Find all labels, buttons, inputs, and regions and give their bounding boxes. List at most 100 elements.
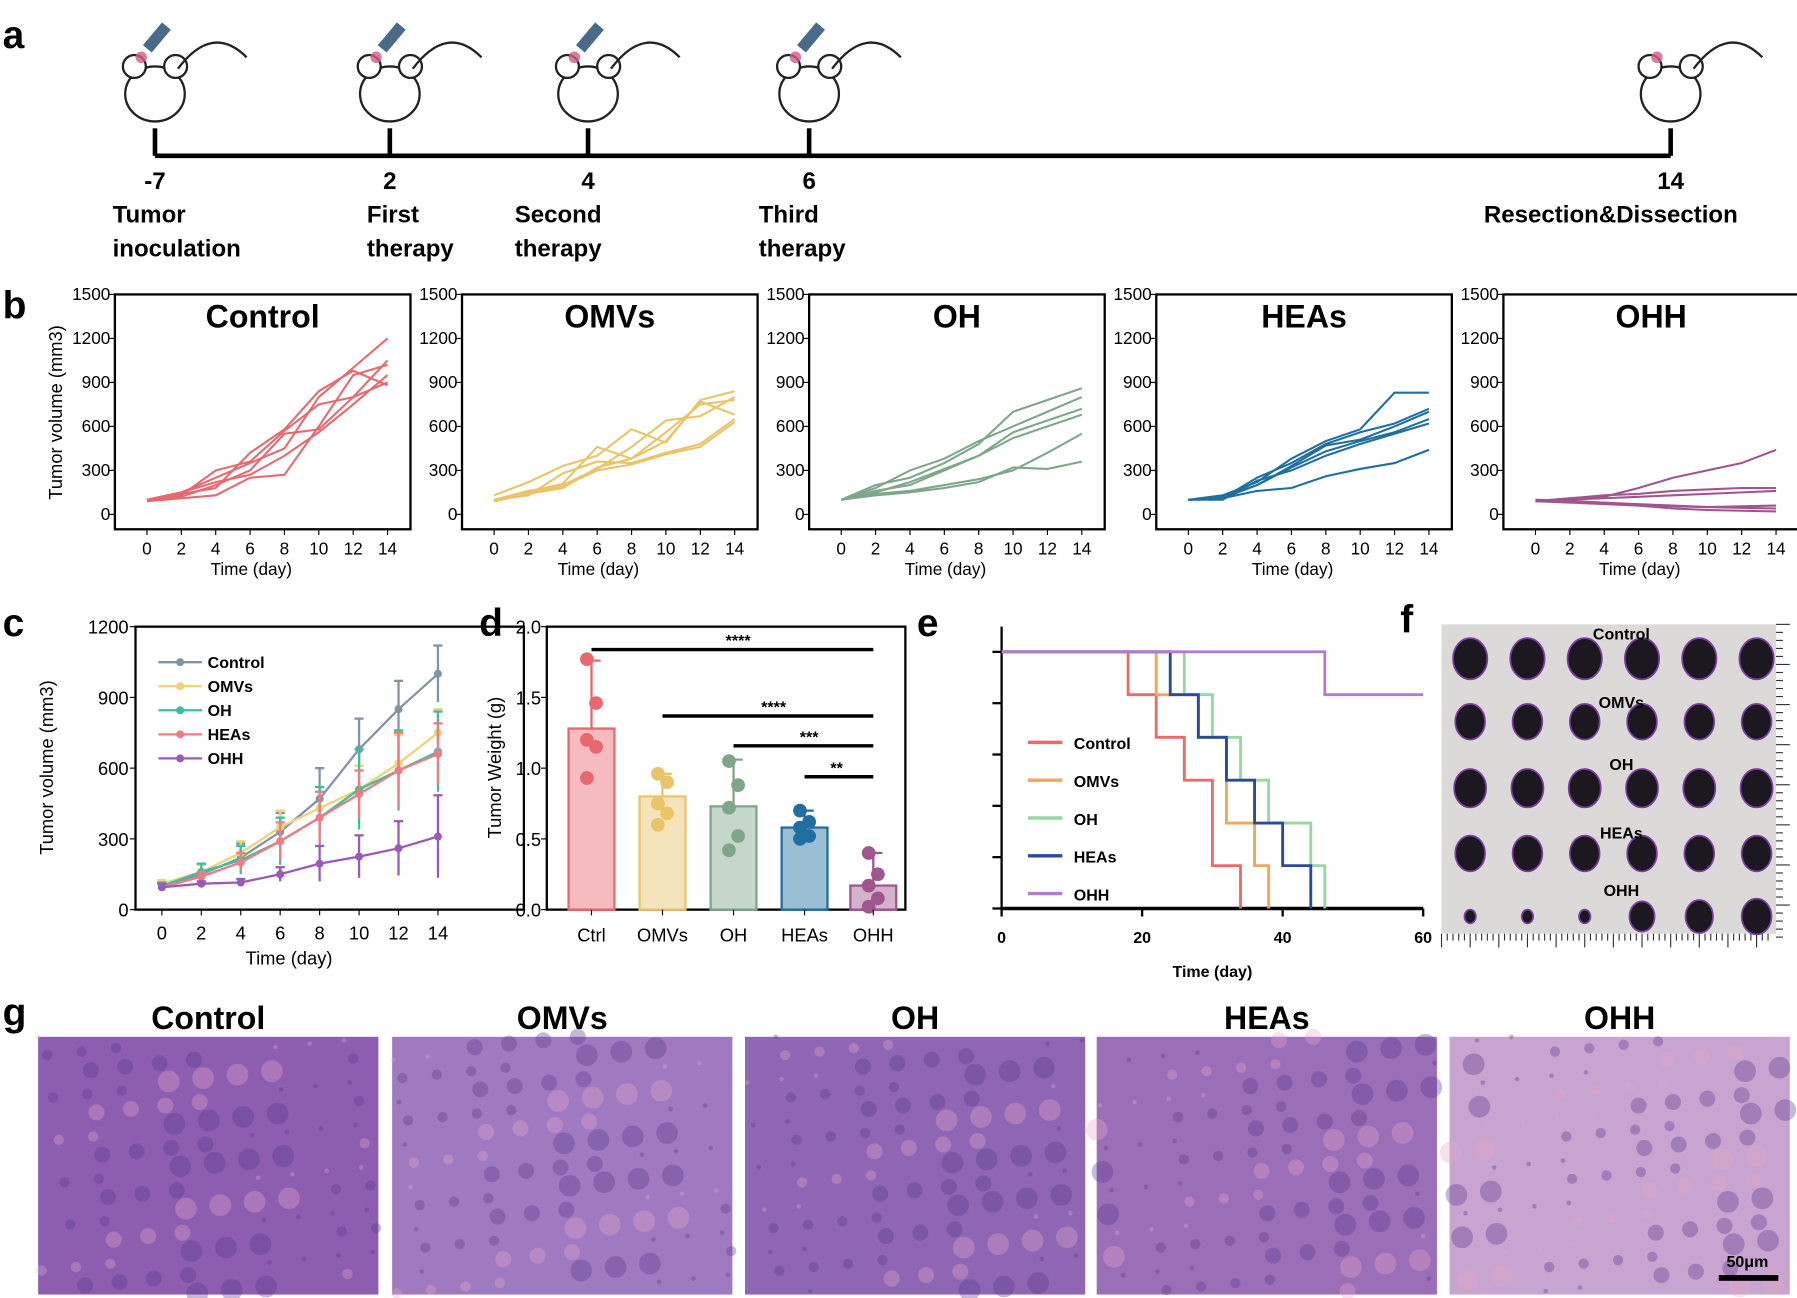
he-stain-image <box>1449 1036 1790 1295</box>
tissue-texture <box>466 1066 477 1077</box>
mouse-icon <box>1637 41 1764 123</box>
tissue-texture <box>116 1085 127 1096</box>
tissue-texture <box>1618 1039 1629 1050</box>
tissue-texture <box>370 1249 375 1255</box>
y-tick-label: 1500 <box>72 284 110 304</box>
tissue-texture <box>1021 1229 1044 1252</box>
tissue-texture <box>53 1134 64 1146</box>
tissue-texture <box>598 1213 621 1236</box>
tissue-texture <box>639 1152 645 1158</box>
y-tick-label: 1.5 <box>516 687 541 708</box>
tissue-texture <box>413 1226 419 1232</box>
plot-frame <box>1155 293 1453 531</box>
x-axis-label: Time (day) <box>558 559 639 579</box>
tissue-texture <box>1351 1110 1368 1127</box>
significance-label: **** <box>761 699 787 717</box>
tissue-texture <box>1480 1080 1486 1085</box>
tumor-specimen <box>1738 637 1775 681</box>
tissue-texture <box>105 1231 122 1248</box>
tissue-texture <box>1474 1037 1480 1043</box>
x-axis-label: Time (day) <box>211 559 292 579</box>
x-tick-label: 0 <box>1531 538 1541 558</box>
tissue-texture <box>667 1206 690 1229</box>
mouse-growth-line <box>1535 500 1777 510</box>
x-tick-label: 14 <box>1072 538 1092 558</box>
x-tick-label: 10 <box>1004 538 1023 558</box>
tissue-texture <box>1670 1163 1681 1174</box>
subplot-title: OMVs <box>564 299 655 335</box>
tissue-texture <box>1247 1147 1258 1158</box>
tissue-texture <box>1322 1129 1345 1151</box>
data-point <box>157 883 166 892</box>
tissue-texture <box>1004 1102 1027 1125</box>
y-tick-label: 1200 <box>72 328 110 348</box>
mouse-growth-line <box>146 359 389 501</box>
tissue-texture <box>1374 1252 1397 1275</box>
x-tick-label: 2 <box>1218 538 1228 558</box>
tissue-texture <box>1468 1095 1491 1118</box>
tissue-texture <box>523 1205 540 1222</box>
tissue-texture <box>1463 1210 1468 1216</box>
mouse-growth-line <box>1535 498 1777 513</box>
tissue-texture <box>408 1184 413 1190</box>
tissue-texture <box>1554 1115 1560 1121</box>
y-tick-label: 1200 <box>1461 328 1499 348</box>
tissue-texture <box>1479 1180 1502 1203</box>
survival-curve-control <box>1001 650 1242 909</box>
tissue-texture <box>318 1126 324 1131</box>
tissue-texture <box>1474 1138 1496 1160</box>
tissue-texture <box>662 1064 668 1069</box>
tissue-texture <box>128 1143 145 1160</box>
tissue-texture <box>964 1063 987 1086</box>
tissue-texture <box>872 1185 889 1202</box>
y-tick-label: 300 <box>98 829 129 850</box>
mean-growth-chart: 0 300 600 900 1200 0 2 4 6 8 10 12 14 Time (day) Tumor… <box>36 617 526 969</box>
tumor-specimen <box>1511 703 1544 741</box>
tissue-texture <box>425 1284 437 1296</box>
tumor-spot <box>789 51 802 64</box>
panel-label-f: f <box>1400 598 1414 641</box>
mouse-icon <box>356 22 483 123</box>
tissue-texture <box>448 1196 460 1207</box>
tissue-texture <box>364 1207 370 1213</box>
tissue-texture <box>1537 1246 1543 1252</box>
tissue-texture <box>837 1216 848 1227</box>
tissue-texture <box>267 1260 272 1265</box>
category-label: OHH <box>853 925 894 946</box>
subplot-title: OH <box>933 299 981 335</box>
tissue-texture <box>860 1100 877 1117</box>
tissue-texture <box>1710 1175 1727 1192</box>
tissue-texture <box>1235 1062 1247 1073</box>
tissue-texture <box>336 1226 347 1237</box>
x-tick-label: 20 <box>1133 929 1151 947</box>
x-tick-label: 4 <box>558 538 568 558</box>
legend-label: Control <box>1074 735 1131 753</box>
tissue-texture <box>1676 1178 1693 1195</box>
tumor-specimen <box>1567 768 1602 809</box>
tissue-texture <box>168 1182 185 1199</box>
tissue-texture <box>773 1034 779 1040</box>
tissue-texture <box>1195 1050 1200 1056</box>
tissue-texture <box>1356 1152 1373 1169</box>
mouse-icon <box>775 22 902 123</box>
histology-image-oh <box>744 1034 1086 1298</box>
tissue-texture <box>998 1060 1021 1083</box>
tissue-texture <box>94 1146 111 1163</box>
tissue-texture <box>1555 1088 1566 1100</box>
tumor-specimen <box>1454 703 1486 741</box>
tissue-texture <box>1653 1267 1670 1284</box>
tumor-photo: Control OMVs OH HEAs OHH <box>1440 623 1790 948</box>
tissue-texture <box>454 1239 465 1250</box>
tissue-texture <box>825 1131 837 1142</box>
tumor-specimen <box>1623 637 1661 681</box>
tissue-texture <box>397 1072 408 1084</box>
x-tick-label: 6 <box>275 922 285 943</box>
tissue-texture <box>255 1275 277 1298</box>
tissue-texture <box>576 1044 598 1067</box>
tissue-texture <box>169 1155 192 1178</box>
tissue-texture <box>1722 1260 1739 1277</box>
tissue-texture <box>1543 1288 1549 1294</box>
tissue-texture <box>558 1174 581 1197</box>
tissue-texture <box>1178 1181 1183 1186</box>
tissue-texture <box>42 1049 53 1061</box>
